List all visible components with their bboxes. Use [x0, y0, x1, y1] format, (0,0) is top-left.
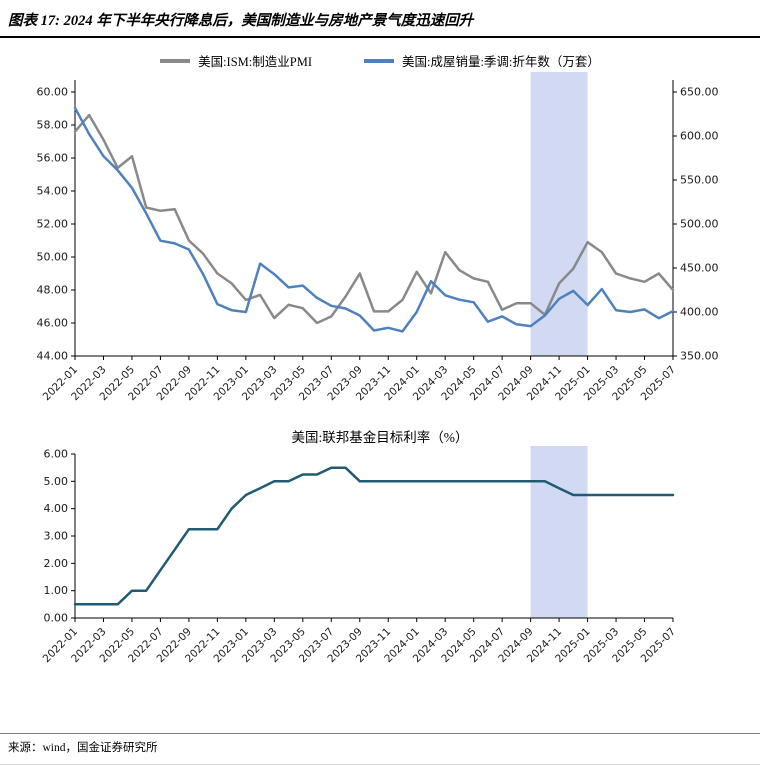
svg-text:4.00: 4.00: [44, 502, 69, 515]
pmi-home-sales-chart: 44.00 46.00 48.00 50.00 52.00 54.00 56.00 58.00…: [37, 72, 719, 403]
fed-rate-chart: 0.001.002.003.004.005.006.002022-012022-…: [41, 446, 678, 665]
legend: 美国:ISM:制造业PMI 美国:成屋销量:季调:折年数（万套）: [0, 51, 760, 70]
pmi-home-sales-chart-area: 44.00 46.00 48.00 50.00 52.00 54.00 56.00 58.00…: [0, 70, 760, 422]
svg-text:6.00: 6.00: [44, 448, 69, 461]
fed-rate-chart-title: 美国:联邦基金目标利率（%）: [291, 430, 469, 445]
svg-text:650.00: 650.00: [680, 86, 719, 99]
svg-text:44.00: 44.00: [37, 350, 69, 363]
svg-text:50.00: 50.00: [37, 251, 69, 264]
home-sales-line-swatch: [363, 58, 394, 63]
legend-item-home-sales: 美国:成屋销量:季调:折年数（万套）: [363, 51, 600, 70]
svg-text:550.00: 550.00: [680, 174, 719, 187]
svg-text:400.00: 400.00: [680, 306, 719, 319]
svg-text:2.00: 2.00: [44, 557, 69, 570]
svg-text:5.00: 5.00: [44, 475, 69, 488]
svg-text:0.00: 0.00: [44, 612, 69, 625]
legend-label-ism: 美国:ISM:制造业PMI: [198, 55, 312, 69]
svg-text:56.00: 56.00: [37, 152, 69, 165]
svg-text:500.00: 500.00: [680, 218, 719, 231]
svg-text:3.00: 3.00: [44, 530, 69, 543]
svg-text:600.00: 600.00: [680, 130, 719, 143]
svg-text:60.00: 60.00: [37, 86, 69, 99]
svg-text:48.00: 48.00: [37, 284, 69, 297]
svg-text:58.00: 58.00: [37, 119, 69, 132]
source-note: 来源：wind，国金证券研究所: [0, 733, 760, 764]
legend-label-home-sales: 美国:成屋销量:季调:折年数（万套）: [401, 55, 600, 69]
svg-text:54.00: 54.00: [37, 185, 69, 198]
svg-text:46.00: 46.00: [37, 317, 69, 330]
fed-rate-chart-area: 0.00 1.00 2.00 3.00 4.00 5.00 6.00 2022-01 2022-…: [0, 446, 760, 686]
svg-text:350.00: 350.00: [680, 350, 719, 363]
legend-item-ism: 美国:ISM:制造业PMI: [160, 51, 312, 70]
svg-text:1.00: 1.00: [44, 584, 69, 597]
ism-line-swatch: [160, 58, 191, 63]
page-title: 图表 17: 2024 年下半年央行降息后，美国制造业与房地产景气度迅速回升: [0, 0, 760, 38]
svg-text:450.00: 450.00: [680, 262, 719, 275]
svg-text:52.00: 52.00: [37, 218, 69, 231]
